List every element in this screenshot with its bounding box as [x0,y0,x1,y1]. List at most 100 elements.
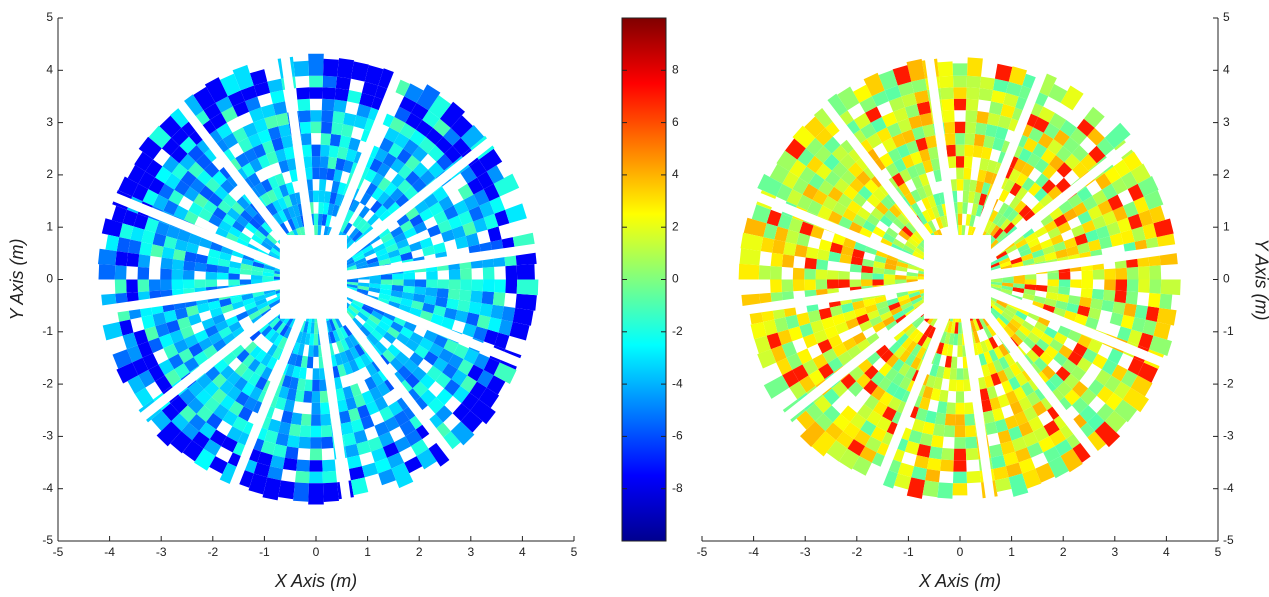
cloud-cell [303,390,313,403]
cloud-cell [954,322,959,334]
cloud-cell [204,396,221,413]
cloud-cell [450,115,473,138]
colorbar-tick-label: -6 [672,429,683,443]
cloud-cell [986,159,998,174]
cloud-cell [1003,178,1016,193]
cloud-cell [758,265,771,280]
cloud-cell [998,314,1010,326]
cloud-cell [388,142,404,159]
cloud-cell [1005,244,1018,254]
cloud-cell [950,321,956,334]
cloud-cell [1012,314,1025,325]
cloud-cell [1113,159,1131,178]
cloud-cell [856,170,871,186]
cloud-cell [1049,112,1067,130]
cloud-cell [815,127,833,146]
cloud-cell [380,315,394,327]
colorbar-tick-label: -4 [672,376,683,390]
cloud-cell [272,443,287,458]
cloud-cell [988,336,999,350]
cloud-cell [796,312,811,327]
cloud-cell [141,314,156,330]
cloud-cell [139,241,153,256]
cloud-cell [864,245,878,255]
cloud-cell [362,321,375,334]
x-tick-label: -5 [53,545,64,559]
cloud-cell [182,270,195,280]
colorbar-tick-label: 0 [672,272,679,286]
cloud-cell [864,365,879,380]
cloud-cell [272,346,283,360]
cloud-cell [174,307,188,320]
cloud-cell [323,225,329,238]
cloud-cell [180,325,195,340]
cloud-cell [946,144,956,157]
cloud-cell [379,209,392,223]
cloud-cell [369,158,383,173]
cloud-cell [459,289,472,302]
cloud-cell [1035,338,1050,352]
cloud-cell [336,340,345,354]
cloud-cell [1107,348,1124,365]
cloud-cell [853,112,871,130]
cloud-cell [1023,336,1036,350]
cloud-cell [1042,304,1056,314]
cloud-cell [1082,195,1098,211]
cloud-cell [457,183,474,200]
cloud-cell [254,229,267,241]
cloud-cell [319,156,329,169]
cloud-cell [260,353,273,367]
cloud-cell [451,225,466,240]
cloud-cell [403,320,417,332]
x-tick-label: -3 [800,545,811,559]
cloud-cell [899,168,912,183]
cloud-cell [380,232,394,244]
cloud-cell [426,365,443,381]
cloud-cell [965,121,977,134]
cloud-cell [150,244,164,258]
cloud-cell [505,203,527,224]
cloud-cell [862,220,876,233]
cloud-cell [872,273,884,280]
cloud-cell [831,145,849,162]
cloud-cell [219,379,234,395]
cloud-cell [864,148,880,165]
cloud-cell [295,331,303,344]
x-axis-label: X Axis (m) [274,571,357,591]
cloud-cell [489,196,506,214]
cloud-cell [443,127,461,146]
cloud-cell [130,226,145,242]
cloud-cell [922,184,933,198]
cloud-cell [1033,116,1050,133]
cloud-cell [111,205,127,224]
cloud-cell [270,247,282,257]
cloud-cell [195,389,212,406]
cloud-cell [244,341,258,355]
cloud-cell [1049,429,1067,447]
cloud-cell [391,173,406,188]
cloud-cell [876,416,892,432]
cloud-cell [390,321,404,333]
cloud-cell [915,407,928,422]
cloud-cell [232,416,248,432]
cloud-cell [872,321,886,333]
cloud-center [279,235,347,319]
cloud-cell [161,246,175,260]
cloud-cell [460,166,477,184]
cloud-cell [799,323,814,338]
cloud-cell [313,213,319,226]
cloud-cell [858,358,873,374]
cloud-cell [823,405,841,423]
cloud-cell [1056,293,1070,303]
cloud-cell [260,440,276,456]
cloud-cell [319,179,327,192]
cloud-cell [357,282,370,288]
cloud-cell [218,326,232,339]
cloud-cell [815,279,828,290]
cloud-cell [921,336,932,350]
cloud-cell [866,332,880,346]
cloud-cell [409,352,424,367]
cloud-cell [989,286,1002,292]
cloud-cell [226,371,241,386]
cloud-cell [800,421,826,447]
